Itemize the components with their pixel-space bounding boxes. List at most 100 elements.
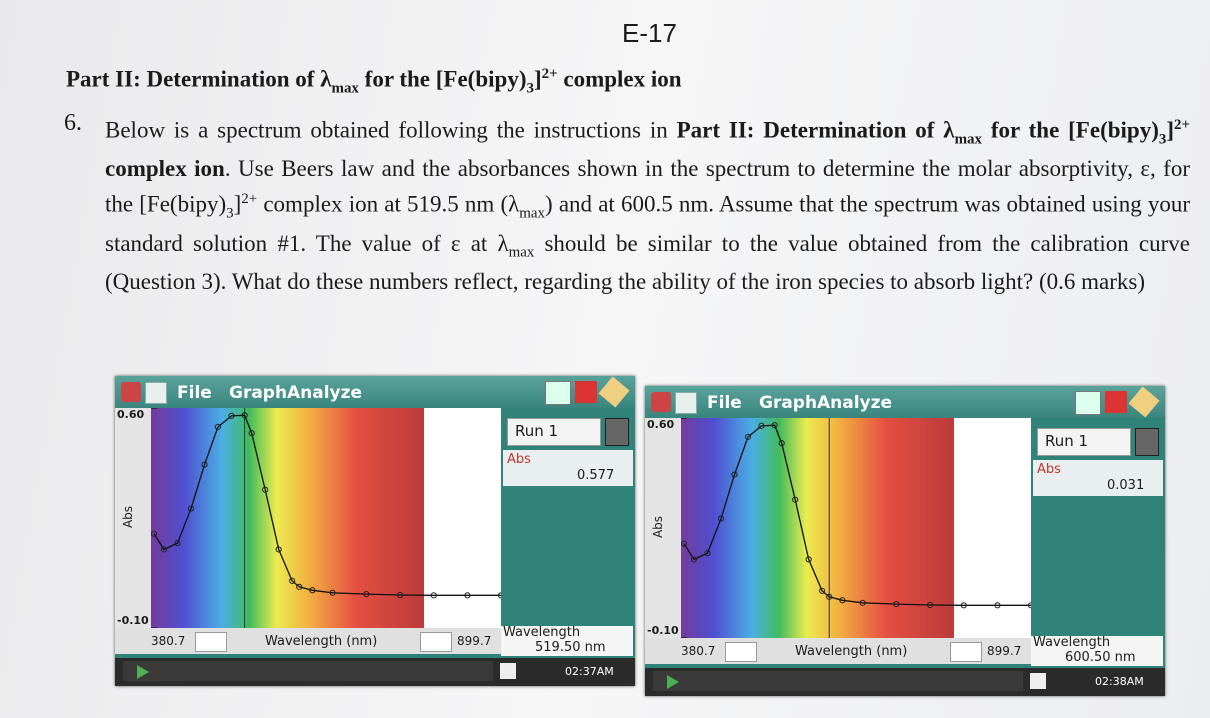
data-point	[241, 412, 248, 419]
axis-column	[115, 408, 151, 628]
x-max-label: 899.7	[457, 634, 492, 648]
run-label[interactable]: Run 1	[515, 422, 559, 440]
text-run: ]	[1166, 117, 1174, 143]
question-number: 6.	[64, 110, 82, 136]
list-icon[interactable]	[575, 381, 597, 403]
sensor-label: Abs	[507, 452, 531, 467]
graph-icon[interactable]	[675, 392, 697, 414]
data-point	[174, 540, 181, 547]
play-icon[interactable]	[137, 665, 149, 679]
play-button[interactable]	[653, 671, 1023, 691]
text-run: for the [Fe(bipy)	[358, 66, 527, 92]
cursor-box	[501, 626, 633, 656]
data-point	[396, 591, 404, 599]
logger-screen: File Graph Analyze -0.10 0.60 Abs 380.7 Wavelen…	[645, 386, 1165, 696]
text-run: 3	[226, 205, 234, 222]
data-point	[744, 433, 752, 440]
cursor-value: 600.50 nm	[1065, 650, 1136, 665]
scroll-left-button[interactable]	[195, 632, 227, 652]
section-heading: Part II: Determination of λmax for the […	[66, 66, 682, 97]
table-icon[interactable]	[1075, 391, 1101, 415]
data-point	[690, 556, 698, 563]
home-icon[interactable]	[1030, 673, 1046, 689]
play-icon[interactable]	[667, 675, 679, 689]
data-point	[994, 602, 1001, 609]
cursor-title: Wavelength	[1033, 635, 1111, 650]
spectrum-line	[683, 424, 1031, 606]
data-point	[262, 486, 269, 493]
data-point	[893, 600, 900, 608]
data-point	[309, 587, 316, 594]
data-point	[704, 550, 711, 557]
menu-item[interactable]: Analyze	[817, 393, 893, 413]
x-axis-label: Wavelength (nm)	[265, 634, 378, 649]
menu-item[interactable]: File	[707, 393, 742, 413]
data-point	[248, 430, 255, 437]
text-run: ]	[533, 66, 542, 92]
sensor-box	[503, 450, 633, 486]
table-icon[interactable]	[545, 381, 571, 405]
text-run: complex ion at 519.5 nm (λ	[257, 191, 520, 217]
text-run: 2+	[1174, 117, 1190, 133]
data-point	[160, 546, 168, 553]
text-run: Part II: Determination of λ	[676, 117, 955, 143]
data-point	[960, 602, 967, 609]
save-icon[interactable]	[605, 418, 629, 446]
visible-spectrum	[681, 418, 954, 638]
text-run: max	[519, 205, 546, 222]
spectrum-line	[153, 414, 501, 596]
scroll-right-button[interactable]	[950, 642, 982, 662]
home-icon[interactable]	[500, 663, 516, 679]
data-point	[289, 577, 296, 584]
run-box	[1037, 428, 1131, 456]
text-run: max	[954, 131, 982, 148]
y-axis-label: Abs	[651, 515, 666, 539]
sensor-box	[1033, 460, 1163, 496]
menu-item[interactable]: Graph	[229, 383, 288, 403]
sensor-reading: 0.031	[1107, 478, 1145, 493]
data-point	[859, 599, 866, 606]
data-point	[430, 592, 437, 599]
y-tick-label: 0.60	[117, 408, 145, 421]
axis-column	[645, 418, 681, 638]
data-point	[805, 556, 812, 563]
list-icon[interactable]	[1105, 391, 1127, 413]
scroll-left-button[interactable]	[725, 642, 757, 662]
cursor-value: 519.50 nm	[535, 640, 606, 655]
graph-icon[interactable]	[145, 382, 167, 404]
run-label[interactable]: Run 1	[1045, 432, 1089, 450]
menu-item[interactable]: Graph	[759, 393, 818, 413]
save-icon[interactable]	[1135, 428, 1159, 456]
text-run: for the [Fe(bipy)	[981, 117, 1159, 143]
spectrum-plot	[681, 418, 1031, 638]
app-icon[interactable]	[651, 392, 671, 412]
question-text: Below is a spectrum obtained following t…	[105, 110, 1190, 297]
menu-item[interactable]: Analyze	[287, 383, 363, 403]
y-tick-label: -0.10	[647, 624, 679, 637]
menu-item[interactable]: File	[177, 383, 212, 403]
sensor-reading: 0.577	[577, 468, 615, 483]
data-point	[363, 590, 370, 598]
play-button[interactable]	[123, 661, 493, 681]
scroll-right-button[interactable]	[420, 632, 452, 652]
x-axis-label: Wavelength (nm)	[795, 644, 908, 659]
text-run: Below is a spectrum obtained following t…	[105, 117, 677, 143]
sensor-label: Abs	[1037, 462, 1061, 477]
cursor-title: Wavelength	[503, 625, 581, 640]
y-tick-label: -0.10	[117, 614, 149, 627]
data-point	[819, 587, 826, 594]
data-point	[826, 593, 833, 600]
spectrum-plot	[151, 408, 501, 628]
data-point	[228, 412, 235, 419]
text-run: 2+	[541, 66, 558, 82]
y-axis-label: Abs	[121, 505, 136, 529]
data-point	[275, 546, 282, 553]
text-run: . Use Beers law and the absorbances show…	[105, 156, 1190, 217]
app-icon[interactable]	[121, 382, 141, 402]
x-min-label: 380.7	[151, 634, 186, 648]
data-point	[214, 423, 222, 430]
data-point	[187, 505, 195, 512]
text-run: Part II: Determination of λ	[66, 66, 332, 92]
text-run: complex ion	[105, 156, 225, 182]
